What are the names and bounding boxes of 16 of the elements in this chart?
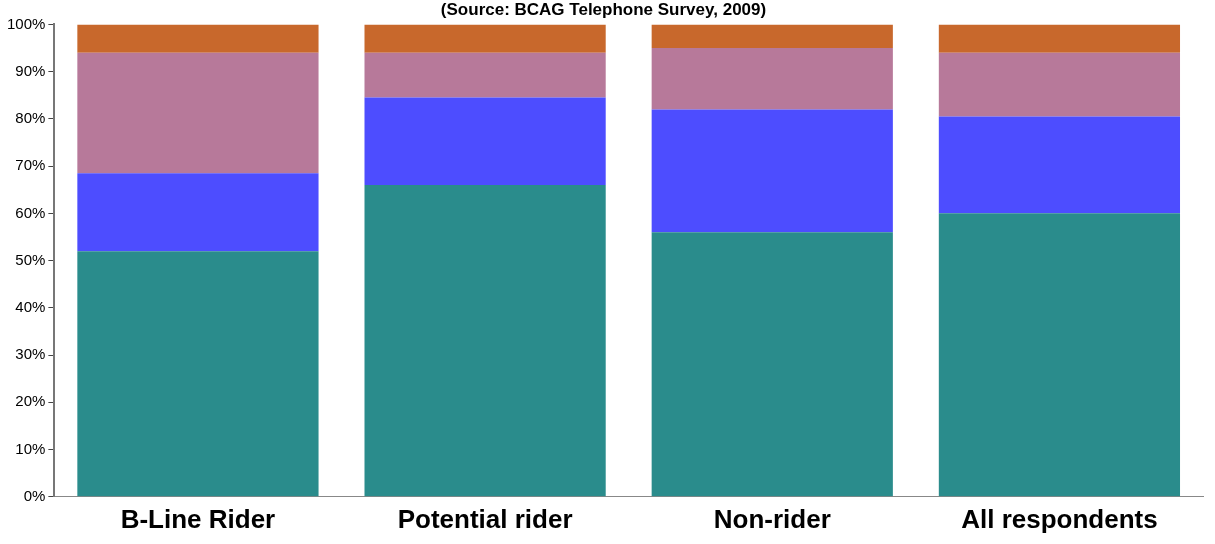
y-tick-label: 60%: [15, 203, 46, 221]
x-tick-label: B-Line Rider: [120, 503, 276, 534]
y-tick-label: 10%: [15, 439, 46, 457]
x-tick-label: Non-rider: [713, 503, 831, 534]
y-tick-label: 90%: [15, 61, 46, 79]
chart-title: (Source: BCAG Telephone Survey, 2009): [440, 0, 767, 19]
y-tick-label: 30%: [15, 345, 46, 363]
y-tick-label: 80%: [15, 109, 46, 127]
y-tick-label: 0%: [23, 486, 46, 504]
x-tick-label: All respondents: [961, 503, 1158, 534]
y-tick-label: 20%: [15, 392, 46, 410]
y-tick-label: 70%: [15, 156, 46, 174]
y-tick-label: 50%: [15, 250, 46, 268]
y-tick-label: 100%: [6, 14, 46, 32]
x-tick-label: Potential rider: [397, 503, 573, 534]
y-tick-label: 40%: [15, 297, 46, 315]
